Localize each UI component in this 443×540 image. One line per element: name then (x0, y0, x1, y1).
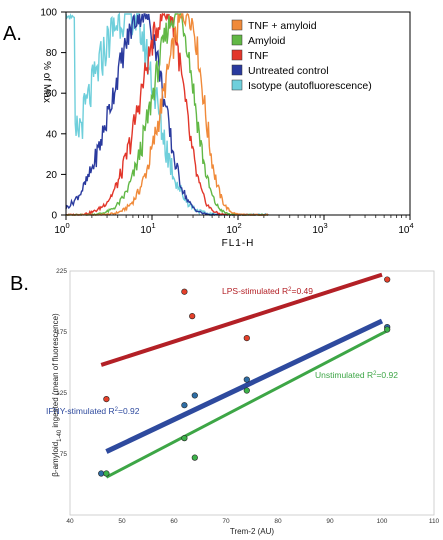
y-tick-label-b: 125 (56, 390, 67, 397)
panel-label-a: A. (3, 23, 22, 45)
data-point (243, 335, 250, 342)
histogram-plot-frame (65, 11, 411, 216)
legend-label: TNF (248, 50, 268, 62)
data-point (243, 376, 250, 383)
fit-line-lps-stimulated (100, 272, 383, 367)
legend-swatch (231, 34, 243, 46)
x-tick-label-b: 40 (66, 518, 74, 525)
scatter-plot-frame (69, 270, 435, 516)
panel-label-b: B. (10, 273, 29, 295)
data-point (384, 326, 391, 333)
y-axis-label: % of Max (41, 61, 52, 103)
series-curve-0 (65, 13, 269, 216)
y-tick-label: 80 (46, 48, 58, 59)
legend-label: Untreated control (248, 65, 329, 77)
y-tick-label: 100 (40, 8, 57, 19)
x-tick-label-b: 60 (170, 518, 178, 525)
data-point (191, 454, 198, 461)
x-tick-label: 103 (312, 221, 327, 236)
data-point (103, 396, 110, 403)
x-axis-label: FL1-H (222, 238, 255, 249)
x-tick-label-b: 50 (118, 518, 126, 525)
data-point (103, 470, 110, 477)
fit-line-unstimulated (105, 329, 388, 479)
scatter-chart: 40 50 60 70 80 90 100 110 75 125 175 225 LPS-stimul… (46, 268, 440, 536)
x-tick-label-b: 100 (377, 518, 388, 525)
histogram-legend: TNF + amyloid Amyloid TNF Untreated control… (231, 19, 372, 92)
data-point (181, 402, 188, 409)
y-axis-label-b: β-amyloid1-40 ingested (mean of fluoresc… (51, 313, 63, 477)
legend-swatch (231, 49, 243, 61)
series-curve-1 (66, 13, 269, 216)
fit-label: IFNY-stimulated R2=0.92 (46, 406, 140, 416)
legend-label: TNF + amyloid (248, 20, 317, 32)
y-tick-label-b: 75 (60, 451, 68, 458)
x-tick-label: 100 (54, 221, 69, 236)
legend-label: Amyloid (248, 35, 286, 47)
legend-swatch (231, 19, 243, 31)
legend-swatch (231, 79, 243, 91)
fit-line-ifny-stimulated (105, 318, 384, 454)
fit-label: Unstimulated R2=0.92 (315, 370, 398, 380)
x-axis-label-b: Trem-2 (AU) (230, 527, 274, 536)
x-tick-label-b: 110 (429, 518, 440, 525)
x-tick-label: 104 (398, 221, 413, 236)
legend-swatch (231, 64, 243, 76)
x-tick-label: 102 (226, 221, 241, 236)
data-point (98, 470, 105, 477)
legend-label: Isotype (autofluorescence) (248, 80, 372, 92)
y-tick-label-b: 175 (56, 329, 67, 336)
x-tick-label-b: 80 (274, 518, 282, 525)
data-point (243, 387, 250, 394)
x-tick-label-b: 90 (326, 518, 334, 525)
data-point (384, 276, 391, 283)
x-tick-label: 101 (140, 221, 155, 236)
data-point (181, 288, 188, 295)
y-tick-label-b: 225 (56, 268, 67, 275)
fit-label: LPS-stimulated R2=0.49 (222, 286, 313, 296)
histogram-chart: 0 20 40 60 80 100 100 101 102 103 104 TNF + amyloi… (40, 8, 413, 250)
y-tick-label: 0 (51, 211, 57, 222)
data-point (189, 313, 196, 320)
x-tick-label-b: 70 (222, 518, 230, 525)
y-tick-label: 40 (46, 129, 58, 140)
y-tick-label: 20 (46, 170, 58, 181)
data-point (181, 435, 188, 442)
y-tick-label: 60 (46, 89, 58, 100)
data-point (191, 392, 198, 399)
